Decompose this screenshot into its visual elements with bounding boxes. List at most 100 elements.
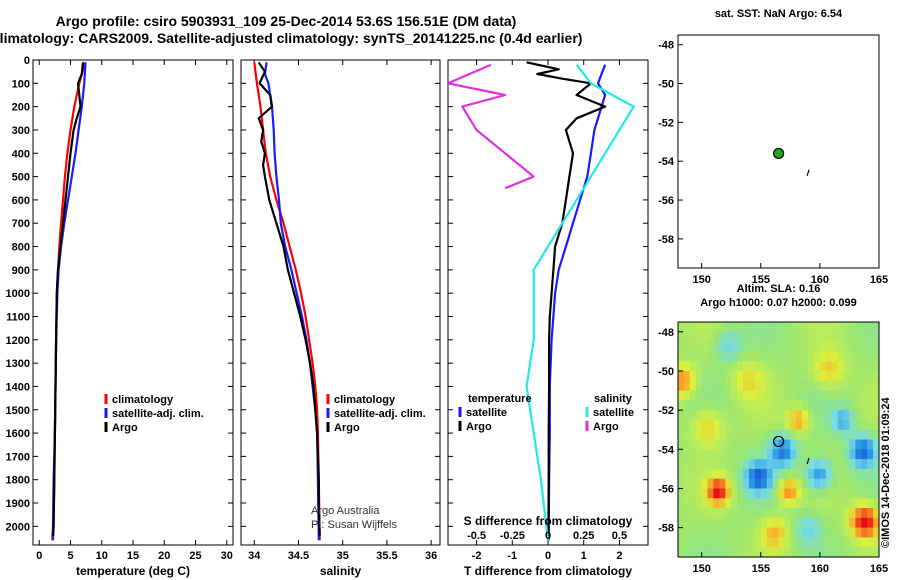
sla-cell (778, 537, 785, 548)
sla-cell (837, 322, 845, 333)
sla-cell (748, 380, 756, 392)
sla-cell (861, 498, 868, 509)
sla-cell (743, 547, 750, 558)
sla-cell (837, 449, 845, 460)
sla-cell (743, 459, 750, 470)
sla-cell (695, 527, 703, 538)
sla-cell (849, 459, 856, 470)
x-tick-label: 5 (67, 550, 73, 562)
sla-cell (701, 439, 709, 450)
sla-cell (867, 449, 874, 460)
sla-cell (743, 527, 750, 538)
argo-track-mark (806, 457, 810, 465)
y-tick-label: 2000 (6, 521, 30, 533)
sla-cell (772, 331, 780, 343)
sla-cell (760, 361, 768, 372)
sla-cell (784, 410, 791, 421)
sla-cell (737, 419, 744, 431)
sla-cell (754, 508, 762, 519)
sla-cell (808, 400, 815, 411)
sla-cell (743, 468, 750, 480)
sla-cell (796, 547, 803, 558)
sla-cell (731, 468, 738, 480)
sla-cell (784, 488, 791, 499)
sla-cell (731, 439, 738, 450)
sla-cell (754, 478, 762, 490)
sla-cell (861, 351, 868, 362)
sla-cell (737, 351, 744, 362)
sla-cell (713, 527, 720, 538)
x-tick-label: 1 (581, 550, 587, 562)
y-tick-label: -58 (658, 234, 674, 246)
sla-cell (867, 517, 874, 529)
sla-cell (743, 429, 750, 441)
sla-cell (843, 371, 850, 382)
sla-cell (873, 478, 880, 490)
sla-cell (766, 439, 774, 450)
sla-cell (713, 498, 720, 509)
sla-cell (849, 488, 856, 499)
sla-cell (725, 498, 732, 509)
sla-cell (683, 517, 691, 529)
y-tick-label: 1800 (6, 475, 30, 487)
sla-cell (855, 371, 862, 382)
sla-cell (766, 547, 774, 558)
sla-cell (731, 361, 738, 372)
sla-cell (725, 390, 732, 401)
sla-cell (837, 331, 845, 343)
sla-cell (719, 419, 726, 431)
sla-cell (784, 517, 791, 529)
sla-cell (784, 371, 791, 382)
sla-cell (802, 322, 809, 333)
sla-cell (831, 400, 839, 411)
sla-cell (873, 527, 880, 538)
sla-cell (719, 322, 726, 333)
sla-cell (825, 331, 833, 343)
sla-cell (808, 331, 815, 343)
sla-cell (707, 361, 715, 372)
sla-cell (731, 331, 738, 343)
sla-cell (731, 527, 738, 538)
sla-cell (689, 547, 697, 558)
sla-cell (678, 517, 685, 529)
sla-cell (778, 547, 785, 558)
sla-cell (873, 468, 880, 480)
sla-cell (754, 449, 762, 460)
sla-cell (748, 341, 756, 352)
sla-cell (796, 537, 803, 548)
sla-cell (760, 380, 768, 392)
sla-cell (867, 361, 874, 372)
sla-cell (678, 400, 685, 411)
sla-cell (808, 429, 815, 441)
y-tick-label: 200 (12, 102, 30, 114)
sla-cell (772, 527, 780, 538)
sla-cell (772, 322, 780, 333)
sla-cell (819, 390, 827, 401)
sla-cell (701, 331, 709, 343)
sla-cell (796, 390, 803, 401)
sla-cell (796, 468, 803, 480)
sla-cell (719, 351, 726, 362)
sla-cell (873, 517, 880, 529)
sla-cell (796, 322, 803, 333)
sla-cell (802, 351, 809, 362)
sla-cell (849, 508, 856, 519)
sla-cell (861, 547, 868, 558)
sla-cell (725, 419, 732, 431)
sla-cell (843, 419, 850, 431)
sla-cell (683, 439, 691, 450)
sla-cell (802, 439, 809, 450)
sla-cell (796, 361, 803, 372)
sla-cell (695, 361, 703, 372)
sla-cell (849, 390, 856, 401)
sla-cell (790, 547, 797, 558)
sla-cell (772, 390, 780, 401)
sla-cell (790, 459, 797, 470)
sla-cell (725, 459, 732, 470)
sla-cell (802, 537, 809, 548)
sla-cell (855, 419, 862, 431)
sla-cell (778, 498, 785, 509)
sla-cell (831, 380, 839, 392)
sla-cell (731, 517, 738, 529)
sla-cell (701, 488, 709, 499)
